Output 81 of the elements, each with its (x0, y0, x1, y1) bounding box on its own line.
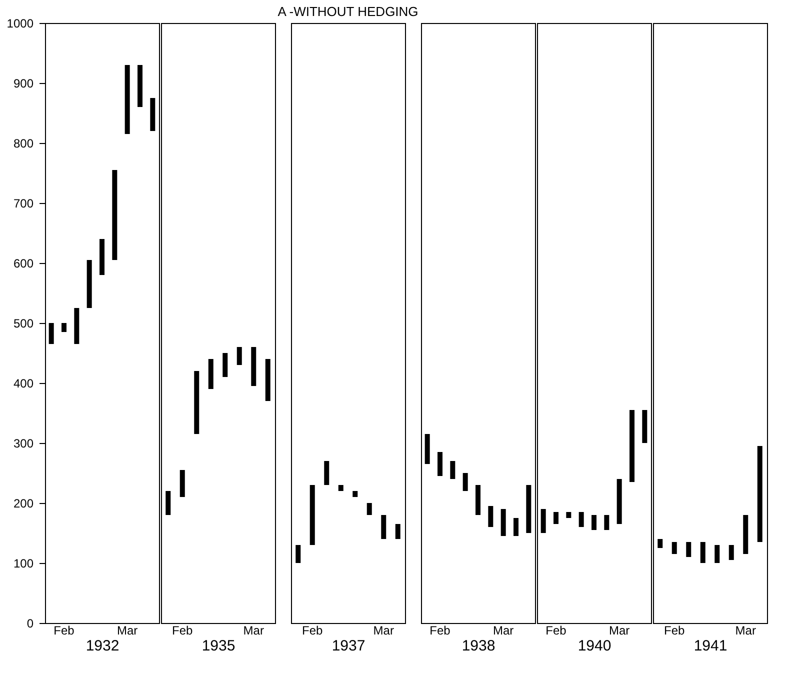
x-tick-label: Mar (116, 624, 138, 638)
bar (500, 509, 506, 536)
y-tick-label: 700 (13, 196, 34, 210)
bar (672, 542, 677, 554)
bar (222, 353, 228, 377)
x-axis-title: 1941 (694, 638, 728, 654)
bar (366, 503, 372, 515)
bar (194, 371, 200, 434)
bar (124, 65, 130, 134)
y-tick-label: 600 (13, 256, 34, 270)
y-tick-label: 500 (13, 316, 34, 330)
bar (48, 323, 54, 344)
bar (743, 515, 748, 554)
bar (138, 65, 142, 107)
bar (604, 515, 610, 530)
bar (658, 539, 663, 548)
bar (686, 542, 692, 557)
y-tick-label: 400 (13, 376, 34, 390)
bar (757, 446, 762, 542)
x-tick-label: Mar (492, 624, 514, 638)
bar (395, 524, 400, 539)
bar (338, 485, 344, 491)
bar (450, 461, 456, 479)
bar (438, 452, 442, 476)
bar (74, 308, 80, 344)
y-tick-label: 200 (13, 496, 34, 510)
x-axis-title: 1940 (578, 638, 612, 654)
bar (310, 485, 315, 545)
bar (236, 347, 242, 365)
bar (86, 260, 92, 308)
bar (62, 323, 66, 332)
x-tick-label: Feb (546, 624, 567, 638)
y-tick-label: 1000 (6, 16, 34, 30)
bar (616, 479, 622, 524)
bar (728, 545, 734, 560)
bar (642, 410, 648, 443)
bar (488, 506, 494, 527)
x-tick-label: Feb (172, 624, 194, 638)
bar (100, 239, 104, 275)
x-tick-label: Feb (430, 624, 451, 638)
x-axis-title: 1938 (462, 638, 496, 654)
x-tick-label: Mar (243, 624, 264, 638)
x-axis-title: 1937 (332, 638, 366, 654)
x-tick-label: Feb (664, 624, 686, 638)
bar (424, 434, 430, 464)
x-tick-label: Feb (54, 624, 75, 638)
bar (700, 542, 706, 563)
bar (540, 509, 546, 533)
y-tick-label: 800 (13, 136, 34, 150)
bar (578, 512, 584, 527)
bar (150, 98, 156, 131)
bar (208, 359, 214, 389)
bar (296, 545, 301, 563)
bar (476, 485, 480, 515)
x-axis-title: 1932 (86, 638, 120, 654)
bar (112, 170, 118, 260)
bar (265, 359, 270, 401)
bar (352, 491, 358, 497)
x-axis-title: 1935 (202, 638, 236, 654)
bar (166, 491, 171, 515)
y-tick-label: 0 (26, 616, 34, 630)
bar (324, 461, 330, 485)
bar (381, 515, 386, 539)
bar (592, 515, 596, 530)
bar (514, 518, 518, 536)
bar (180, 470, 185, 497)
x-tick-label: Mar (735, 624, 756, 638)
bar (554, 512, 558, 524)
x-tick-label: Mar (373, 624, 394, 638)
y-tick-label: 100 (13, 556, 34, 570)
y-tick-label: 300 (13, 436, 34, 450)
bar (526, 485, 532, 533)
bar (251, 347, 256, 386)
chart-title: A -WITHOUT HEDGING (278, 4, 418, 19)
bar (462, 473, 468, 491)
x-tick-label: Feb (302, 624, 324, 638)
y-tick-label: 900 (13, 76, 34, 90)
x-tick-label: Mar (608, 624, 630, 638)
bar (630, 410, 634, 482)
bar (566, 512, 572, 518)
bar (714, 545, 720, 563)
